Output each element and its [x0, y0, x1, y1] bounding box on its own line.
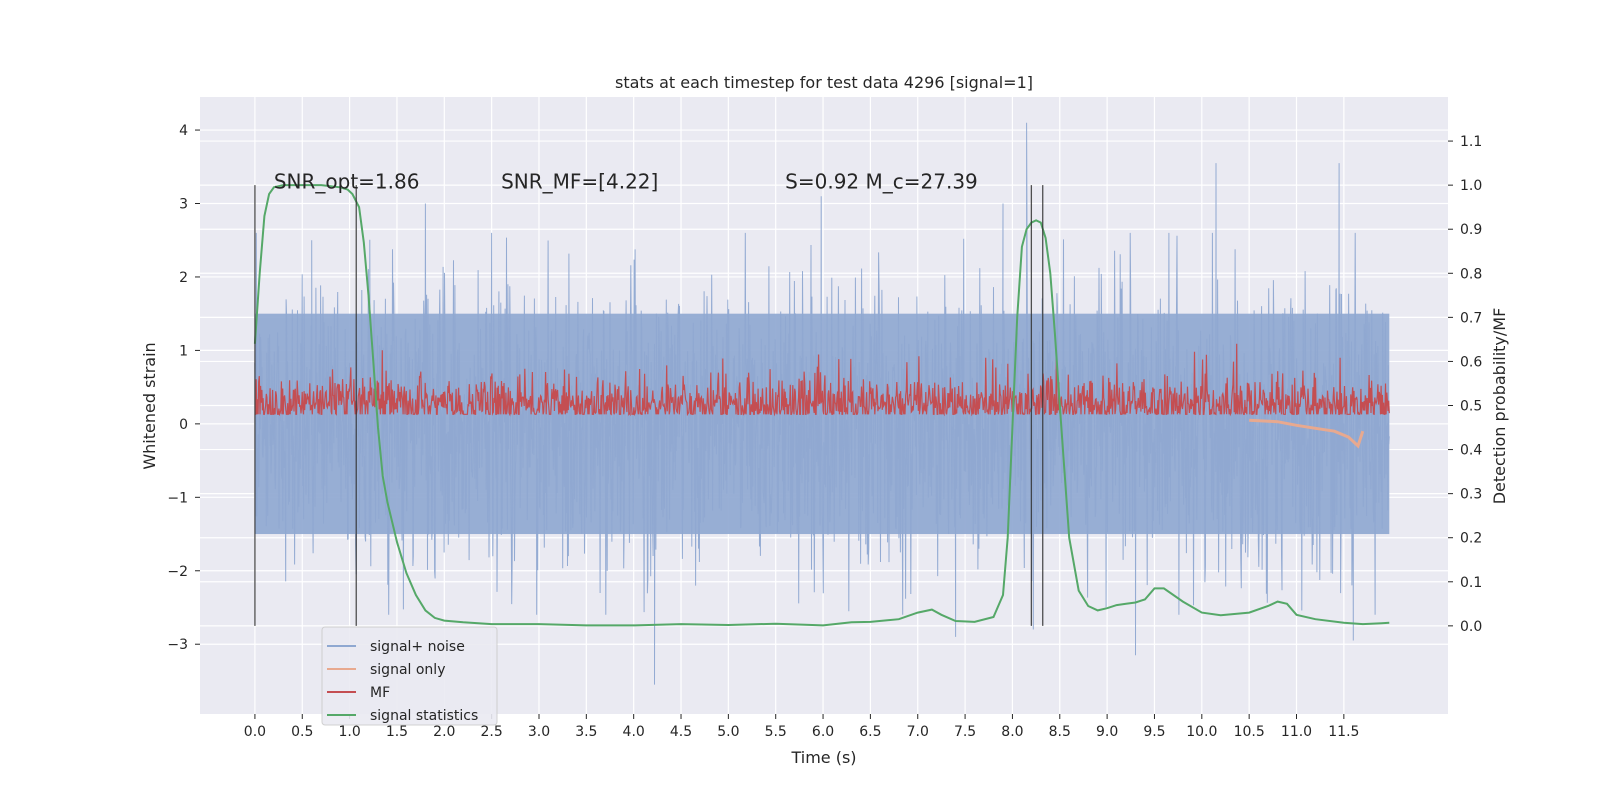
y-right-axis-label: Detection probability/MF	[1490, 308, 1509, 505]
y-right-tick-label: 1.1	[1460, 134, 1482, 150]
x-tick-label: 6.5	[859, 724, 881, 740]
y-right-tick-label: 0.3	[1460, 487, 1482, 503]
y-right-tick-label: 0.2	[1460, 531, 1482, 547]
x-tick-label: 5.0	[717, 724, 739, 740]
axes: 0.0 0.5 1.0 1.5 2.0 2.5 3.0 3.5 4.0 4.5 5.0 5.5 6.0 6…	[167, 123, 1482, 740]
x-tick-label: 8.0	[1001, 724, 1023, 740]
vertical-markers	[254, 185, 1044, 626]
x-tick-label: 1.5	[386, 724, 408, 740]
x-axis-label: Time (s)	[790, 748, 856, 767]
chart-title: stats at each timestep for test data 429…	[615, 73, 1033, 92]
x-tick-label: 11.0	[1281, 724, 1312, 740]
annotations: SNR_opt=1.86 SNR_MF=[4.22] S=0.92 M_c=27.3…	[274, 169, 978, 193]
legend-label: MF	[370, 685, 390, 701]
y-right-tick-label: 0.4	[1460, 443, 1482, 459]
y-left-tick-label: 0	[179, 417, 188, 433]
legend-label: signal only	[370, 662, 445, 678]
series-signal-statistics	[253, 184, 1390, 627]
x-tick-label: 2.5	[481, 724, 503, 740]
series-signal-only	[1249, 418, 1365, 449]
x-tick-label: 4.5	[670, 724, 692, 740]
x-tick-label: 3.5	[575, 724, 597, 740]
legend: signal+ noise signal only MF signal statist…	[321, 626, 498, 726]
y-right-tick-label: 0.1	[1460, 575, 1482, 591]
y-right-tick-label: 0.5	[1460, 399, 1482, 415]
y-left-axis-label: Whitened strain	[140, 342, 159, 469]
y-left-tick-label: −3	[167, 637, 188, 653]
x-tick-label: 9.5	[1143, 724, 1165, 740]
x-tick-label: 4.0	[623, 724, 645, 740]
x-tick-label: 9.0	[1096, 724, 1118, 740]
x-tick-label: 8.5	[1049, 724, 1071, 740]
legend-label: signal+ noise	[370, 639, 465, 655]
x-tick-label: 10.5	[1234, 724, 1265, 740]
y-right-tick-label: 0.8	[1460, 266, 1482, 282]
y-left-tick-label: −1	[167, 490, 188, 506]
x-tick-label: 10.0	[1186, 724, 1217, 740]
series-signal-noise	[254, 122, 1390, 685]
x-tick-label: 11.5	[1328, 724, 1359, 740]
legend-label: signal statistics	[370, 708, 478, 724]
annotation-text: SNR_opt=1.86	[274, 169, 420, 193]
y-right-tick-label: 0.6	[1460, 354, 1482, 370]
x-tick-label: 0.0	[244, 724, 266, 740]
series-layer	[253, 122, 1390, 685]
annotation-text: S=0.92 M_c=27.39	[785, 169, 978, 193]
y-left-tick-label: 3	[179, 197, 188, 213]
x-tick-label: 5.5	[765, 724, 787, 740]
x-tick-label: 2.0	[433, 724, 455, 740]
y-left-tick-label: 2	[179, 270, 188, 286]
x-tick-label: 7.5	[954, 724, 976, 740]
y-right-tick-label: 1.0	[1460, 178, 1482, 194]
y-right-tick-label: 0.0	[1460, 619, 1482, 635]
x-tick-label: 3.0	[528, 724, 550, 740]
x-tick-label: 0.5	[291, 724, 313, 740]
y-right-tick-label: 0.7	[1460, 310, 1482, 326]
x-tick-label: 7.0	[907, 724, 929, 740]
y-left-tick-label: 4	[179, 123, 188, 139]
legend-box	[321, 626, 498, 726]
annotation-text: SNR_MF=[4.22]	[501, 169, 658, 193]
y-left-tick-label: 1	[179, 343, 188, 359]
y-right-tick-label: 0.9	[1460, 222, 1482, 238]
series-mf	[254, 343, 1390, 417]
x-tick-label: 6.0	[812, 724, 834, 740]
x-tick-label: 1.0	[338, 724, 360, 740]
y-left-tick-label: −2	[167, 564, 188, 580]
